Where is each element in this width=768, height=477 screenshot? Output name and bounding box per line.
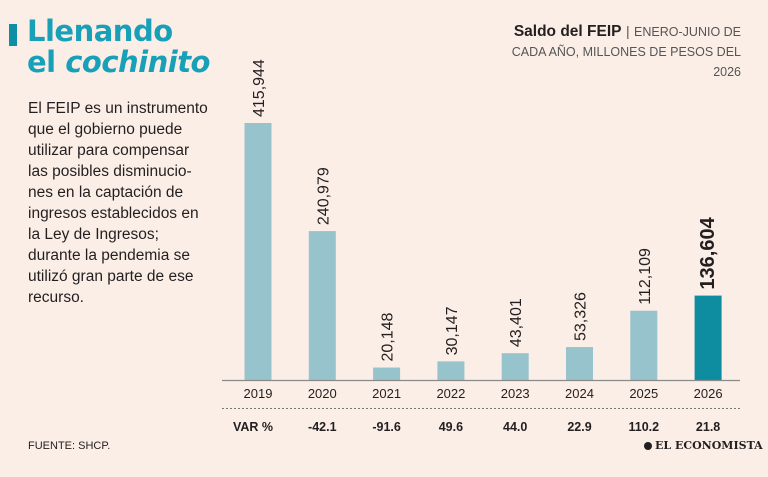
x-tick-2019: 2019 (244, 386, 273, 401)
x-tick-2020: 2020 (308, 386, 337, 401)
value-label-2019: 415,944 (251, 59, 268, 117)
value-label-2020: 240,979 (315, 167, 332, 225)
bar-2024 (566, 347, 593, 380)
x-tick-2021: 2021 (372, 386, 401, 401)
bar-2020 (308, 231, 336, 380)
x-tick-2023: 2023 (501, 386, 530, 401)
value-label-2023: 43,401 (508, 298, 525, 347)
bar-2025 (630, 310, 658, 380)
var-value-2026: 21.8 (696, 420, 720, 434)
publisher-logo: EL ECONOMISTA (644, 439, 763, 452)
title-line-2: el cochinito (27, 47, 210, 78)
var-label: VAR % (233, 420, 273, 434)
chart-title-separator: | (625, 23, 630, 39)
var-value-2023: 44.0 (503, 420, 527, 434)
var-value-2020: -42.1 (308, 420, 337, 434)
value-label-2021: 20,148 (380, 313, 397, 362)
page-title: Llenando el cochinito (27, 16, 210, 78)
var-value-2024: 22.9 (567, 420, 591, 434)
logo-icon (644, 442, 652, 450)
chart-subtitle: ENERO-JUNIO DE CADA AÑO, MILLONES DE PES… (511, 25, 741, 79)
x-tick-2022: 2022 (436, 386, 465, 401)
var-value-2025: 110.2 (629, 420, 660, 434)
chart-title: Saldo del FEIP (513, 23, 622, 40)
chart-header: Saldo del FEIP | ENERO-JUNIO DE CADA AÑO… (481, 22, 741, 82)
var-value-2022: 49.6 (439, 420, 463, 434)
value-label-2026: 136,604 (697, 216, 719, 289)
x-tick-2024: 2024 (565, 386, 594, 401)
value-label-2022: 30,147 (444, 306, 461, 355)
source-note: FUENTE: SHCP. (28, 440, 111, 452)
var-value-2021: -91.6 (372, 420, 401, 434)
x-tick-2026: 2026 (694, 386, 723, 401)
x-tick-2025: 2025 (629, 386, 658, 401)
bar-2026 (694, 295, 722, 380)
bar-2023 (501, 353, 529, 380)
bar-2022 (437, 361, 465, 380)
title-accent-bar (9, 24, 17, 46)
bar-2021 (373, 367, 401, 380)
value-label-2025: 112,109 (637, 248, 654, 305)
title-line-1: Llenando (27, 14, 173, 48)
description-text: El FEIP es un instrumento que el gobiern… (28, 100, 208, 306)
logo-text: EL ECONOMISTA (655, 439, 763, 452)
value-label-2024: 53,326 (573, 292, 590, 341)
title-line-2-italic: cochinito (65, 45, 210, 79)
title-line-2-prefix: el (27, 45, 66, 79)
bar-2019 (244, 123, 272, 380)
